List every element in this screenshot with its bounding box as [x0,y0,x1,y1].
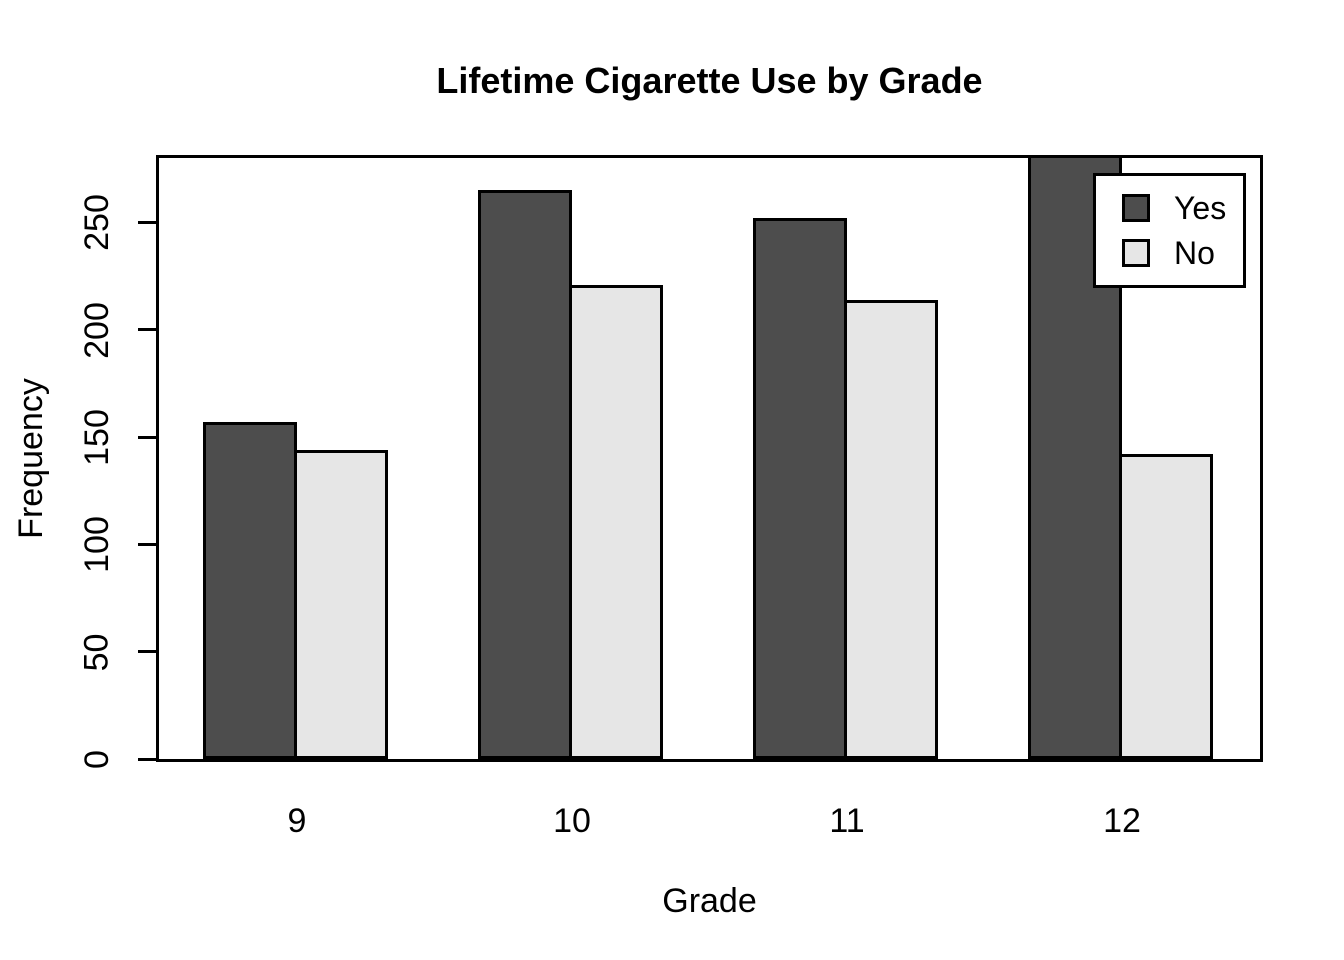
y-tick-label-box: 250 [62,177,132,267]
y-tick-label-box: 100 [62,499,132,589]
bar-no-grade-12 [1119,454,1213,759]
y-axis-title-box: Frequency [0,155,62,762]
legend-item-yes: Yes [1122,192,1243,224]
x-tick-label-11: 11 [829,802,865,840]
legend-swatch-no [1122,239,1150,267]
y-tick-label: 100 [77,515,116,573]
x-axis-title: Grade [662,882,757,920]
y-tick-label-box: 200 [62,285,132,375]
bar-no-grade-10 [569,285,663,759]
bar-yes-grade-9 [203,422,297,759]
bar-no-grade-11 [844,300,938,759]
y-tick-label: 200 [77,301,116,359]
plot-area [156,155,1263,762]
y-tick-label: 250 [77,193,116,251]
y-tick-label: 50 [77,633,116,671]
y-axis-title: Frequency [11,378,50,539]
x-tick-label-9: 9 [287,802,307,840]
y-tick-label-box: 50 [62,607,132,697]
y-tick-mark [138,543,156,546]
y-tick-label-box: 150 [62,392,132,482]
chart-title: Lifetime Cigarette Use by Grade [436,60,983,101]
legend-item-no: No [1122,237,1243,269]
legend-label-no: No [1174,235,1215,271]
y-tick-label-box: 0 [62,714,132,804]
y-tick-label: 0 [77,749,116,769]
legend-label-yes: Yes [1174,190,1227,226]
legend: Yes No [1093,173,1246,288]
bar-yes-grade-11 [753,218,847,759]
y-tick-label: 150 [77,408,116,466]
bar-no-grade-9 [294,450,388,759]
x-tick-label-10: 10 [553,802,591,840]
legend-swatch-yes [1122,194,1150,222]
y-tick-mark [138,221,156,224]
y-tick-mark [138,328,156,331]
y-tick-mark [138,436,156,439]
y-tick-mark [138,650,156,653]
x-tick-label-12: 12 [1103,802,1141,840]
bar-yes-grade-10 [478,190,572,759]
y-tick-mark [138,758,156,761]
